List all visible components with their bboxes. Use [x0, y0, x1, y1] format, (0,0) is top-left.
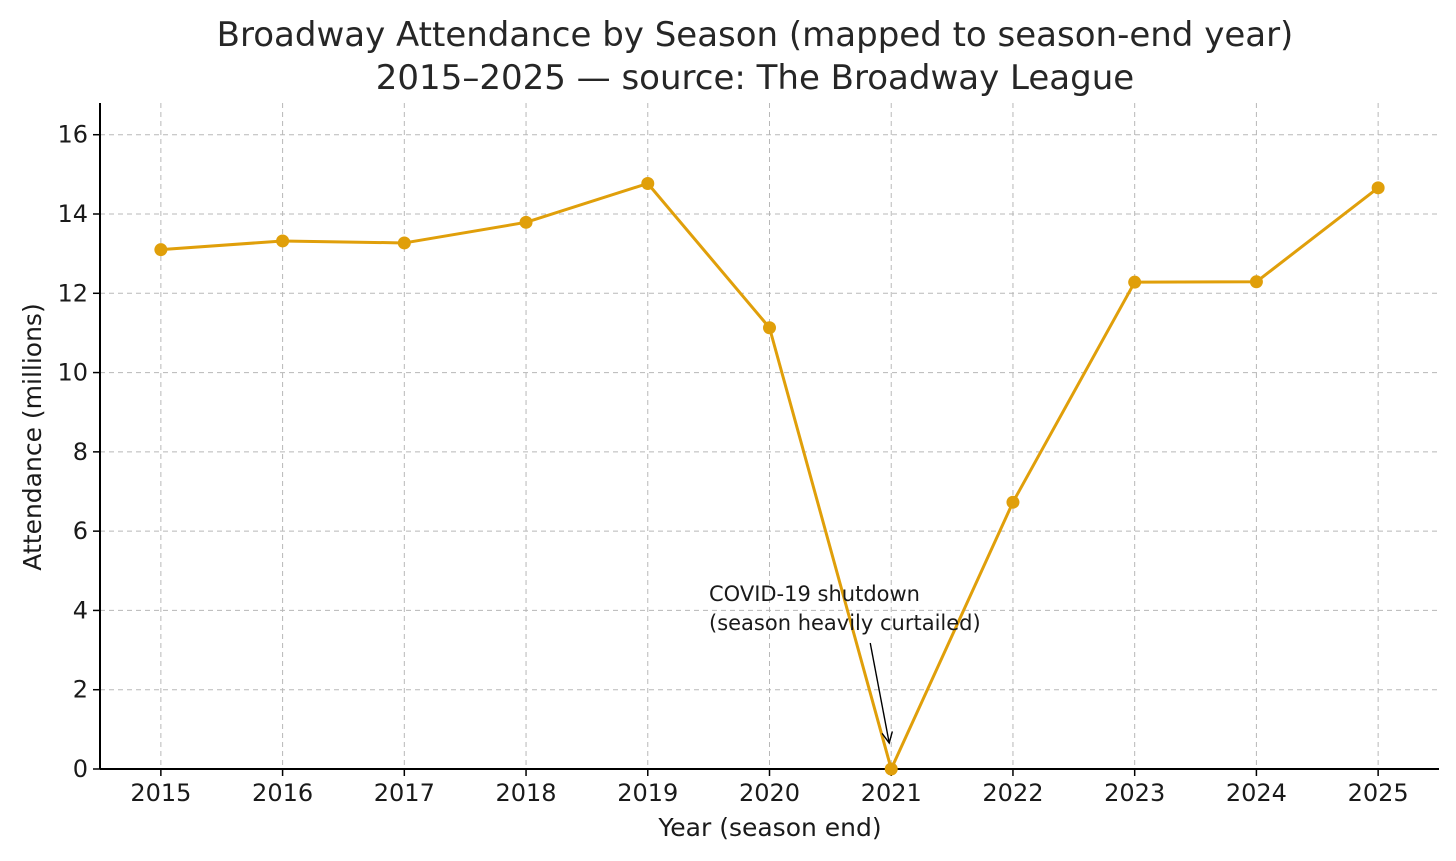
y-tick-label: 10 — [57, 359, 88, 387]
data-point — [154, 243, 168, 257]
chart-title-line-2: 2015–2025 — source: The Broadway League — [376, 58, 1134, 98]
y-tick-label: 0 — [73, 755, 88, 783]
data-point — [1249, 275, 1263, 289]
x-axis-ticks: 2015 2016 2017 2018 2019 2020 2021 2022 2023 2024… — [130, 769, 1409, 807]
data-point — [1128, 275, 1142, 289]
y-tick-label: 14 — [57, 200, 88, 228]
data-point — [884, 762, 898, 776]
y-axis-ticks: 0 2 4 6 8 10 12 14 16 — [57, 121, 100, 783]
data-point — [763, 321, 776, 335]
data-point — [641, 176, 655, 190]
y-tick-label: 2 — [73, 676, 88, 704]
data-point — [397, 236, 411, 250]
x-tick-label: 2017 — [374, 779, 435, 807]
annotation-line-1: COVID-19 shutdown — [709, 582, 920, 606]
y-tick-label: 6 — [73, 517, 88, 545]
x-tick-label: 2022 — [982, 779, 1043, 807]
x-tick-label: 2024 — [1226, 779, 1287, 807]
data-point — [519, 215, 533, 229]
y-tick-label: 8 — [73, 438, 88, 466]
covid-annotation: COVID-19 shutdown (season heavily curtai… — [709, 582, 981, 745]
chart-title-line-1: Broadway Attendance by Season (mapped to… — [217, 15, 1294, 55]
x-tick-label: 2021 — [861, 779, 922, 807]
x-tick-label: 2025 — [1348, 779, 1409, 807]
x-tick-label: 2016 — [252, 779, 313, 807]
data-point — [276, 234, 290, 248]
y-tick-label: 12 — [57, 279, 88, 307]
y-tick-label: 16 — [57, 121, 88, 149]
x-tick-label: 2023 — [1104, 779, 1165, 807]
series-attendance — [154, 176, 1385, 776]
data-point — [1006, 495, 1020, 509]
y-axis-label: Attendance (millions) — [18, 303, 47, 570]
x-axis-label: Year (season end) — [657, 813, 881, 842]
x-tick-label: 2018 — [496, 779, 557, 807]
grid — [100, 103, 1439, 770]
x-tick-label: 2020 — [739, 779, 800, 807]
x-tick-label: 2019 — [617, 779, 678, 807]
annotation-arrow-head — [881, 731, 894, 745]
y-tick-label: 4 — [73, 596, 88, 624]
annotation-line-2: (season heavily curtailed) — [709, 611, 981, 635]
data-point — [1371, 181, 1385, 195]
annotation-arrow-shaft — [869, 642, 890, 744]
chart-title: Broadway Attendance by Season (mapped to… — [217, 15, 1294, 98]
x-tick-label: 2015 — [130, 779, 191, 807]
